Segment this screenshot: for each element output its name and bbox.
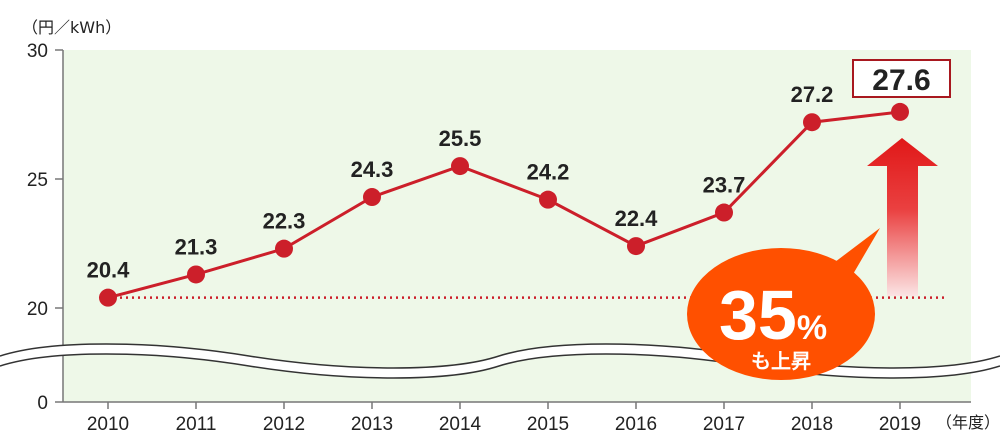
data-point-2014 [451, 157, 469, 176]
x-tick-label-2013: 2013 [351, 414, 393, 435]
data-point-2010 [99, 288, 117, 307]
axis-break-line-bottom [0, 353, 1000, 379]
data-label-2013: 24.3 [351, 157, 394, 182]
axis-break-band [0, 344, 1000, 378]
x-tick-label-2019: 2019 [879, 414, 921, 435]
data-markers [99, 102, 909, 307]
y-tick-label-30: 30 [27, 41, 48, 62]
x-tick-label-2014: 2014 [439, 414, 482, 435]
data-labels: 20.4 21.3 22.3 24.3 25.5 24.2 22.4 23.7 27.2 [87, 82, 834, 282]
x-tick-label-2017: 2017 [703, 414, 745, 435]
highlight-value: 27.6 [872, 64, 930, 97]
data-point-2012 [275, 239, 293, 258]
data-label-2018: 27.2 [791, 82, 834, 107]
data-label-2016: 22.4 [615, 206, 659, 231]
data-label-2011: 21.3 [175, 234, 218, 259]
x-tick-label-2012: 2012 [263, 414, 305, 435]
data-label-2015: 24.2 [527, 160, 570, 185]
data-point-2017 [715, 203, 733, 222]
x-tick-label-2010: 2010 [87, 414, 129, 435]
data-point-2015 [539, 190, 557, 209]
y-tick-label-20: 20 [27, 299, 48, 320]
y-tick-label-25: 25 [27, 170, 48, 191]
axis-break-line-top [0, 343, 1000, 369]
y-ticks: 30 25 20 0 [27, 41, 63, 414]
x-tick-label-2015: 2015 [527, 414, 569, 435]
data-label-2017: 23.7 [703, 173, 746, 198]
data-label-2014: 25.5 [439, 126, 482, 151]
callout-number: 35 [719, 276, 797, 354]
x-axis-unit: （年度） [936, 413, 1000, 432]
callout-bubble [687, 248, 875, 380]
data-point-2013 [363, 188, 381, 207]
y-axis-unit: （円／kWh） [22, 18, 121, 37]
callout-percent-text: 35% [719, 276, 827, 354]
highlight-box [852, 59, 951, 98]
data-point-2018 [803, 113, 821, 132]
x-tick-label-2018: 2018 [791, 414, 833, 435]
data-point-2019 [891, 102, 909, 121]
data-point-2016 [627, 237, 645, 256]
data-label-2012: 22.3 [263, 209, 306, 234]
x-tick-label-2011: 2011 [176, 414, 217, 435]
increase-callout: 35% も上昇 [687, 228, 880, 380]
callout-text: も上昇 [751, 349, 811, 373]
increase-arrow [867, 138, 938, 296]
series-line [107, 110, 901, 300]
callout-percent-sign: % [797, 309, 827, 347]
y-tick-label-0: 0 [37, 393, 48, 414]
x-tick-label-2016: 2016 [615, 414, 657, 435]
data-point-2011 [187, 265, 205, 284]
data-label-2010: 20.4 [87, 258, 131, 283]
x-ticks: 2010 2011 2012 2013 2014 2015 2016 2017 2018 2019 [87, 402, 921, 435]
axis-break [0, 343, 1000, 379]
